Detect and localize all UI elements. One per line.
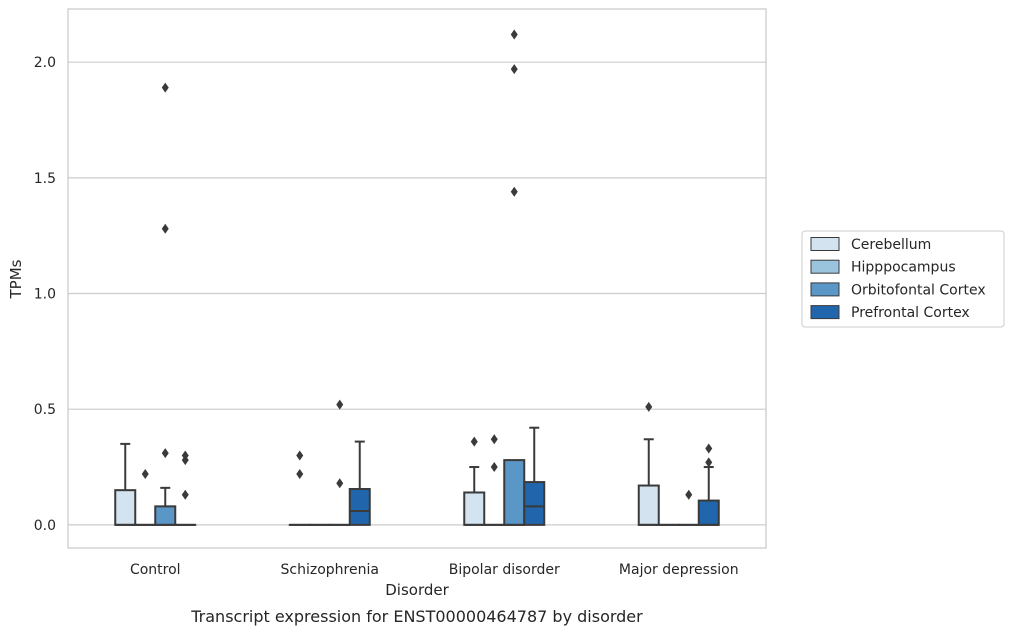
box-1-0 [288, 450, 311, 526]
legend-label: Prefrontal Cortex [851, 305, 970, 321]
outlier-point [161, 82, 169, 93]
box-0-3 [174, 450, 197, 526]
outlier-point [705, 457, 713, 468]
outlier-point [645, 401, 653, 412]
outlier-point [510, 29, 518, 40]
legend-frame [801, 230, 1005, 328]
box-0-1 [134, 468, 157, 526]
plot-frame [67, 8, 767, 549]
box-body [114, 489, 137, 526]
outlier-point [161, 448, 169, 459]
outlier-point [490, 462, 498, 473]
outlier-point [470, 436, 478, 447]
box-body [154, 505, 177, 526]
legend-swatch [810, 282, 840, 297]
box-body [463, 491, 486, 526]
box-0-2 [154, 82, 177, 526]
outlier-point [296, 450, 304, 461]
box-2-3 [523, 426, 546, 526]
legend-swatch [810, 237, 840, 251]
y-tick-label: 1.0 [34, 287, 56, 303]
box-body [637, 484, 660, 526]
outlier-point [510, 64, 518, 75]
y-tick-label: 0.5 [34, 402, 56, 418]
y-axis-label: TPMs [7, 259, 25, 299]
x-tick-label: Bipolar disorder [449, 562, 560, 578]
outlier-point [161, 223, 169, 234]
grid-lines [68, 61, 766, 526]
y-tick-label: 1.5 [34, 171, 56, 187]
outlier-point [141, 468, 149, 479]
legend-swatch [810, 305, 840, 320]
outlier-point [336, 399, 344, 410]
y-tick-label: 0.0 [34, 518, 56, 534]
x-tick-label: Schizophrenia [281, 562, 379, 578]
box-body [503, 459, 526, 526]
x-axis-label: Disorder [385, 581, 449, 599]
legend-label: Hipppocampus [851, 260, 956, 276]
box-2-0 [463, 436, 486, 526]
legend-swatch [810, 259, 840, 274]
outlier-point [490, 434, 498, 445]
legend-label: Cerebellum [851, 237, 931, 253]
box-3-3 [697, 443, 720, 526]
legend: Cerebellum Hipppocampus Orbitofontal Corte… [801, 230, 1005, 328]
box-body [697, 499, 720, 526]
x-tick-labels: Control Schizophrenia Bipolar disorder Majo… [130, 562, 739, 578]
outlier-point [296, 468, 304, 479]
outlier-point [181, 450, 189, 461]
outlier-point [685, 489, 693, 500]
boxes [114, 29, 720, 526]
box-2-2 [503, 29, 526, 526]
box-2-1 [483, 434, 506, 526]
x-tick-label: Major depression [619, 562, 739, 578]
outlier-point [181, 489, 189, 500]
box-1-2 [328, 399, 351, 526]
box-body [523, 481, 546, 526]
chart-caption: Transcript expression for ENST0000046478… [190, 607, 643, 626]
y-tick-label: 2.0 [34, 55, 56, 71]
outlier-point [510, 186, 518, 197]
box-1-3 [348, 440, 371, 526]
x-tick-label: Control [130, 562, 181, 578]
box-3-2 [677, 489, 700, 526]
outlier-point [336, 478, 344, 489]
box-body [348, 488, 371, 526]
y-tick-labels: 0.0 0.5 1.0 1.5 2.0 [34, 55, 56, 534]
box-0-0 [114, 442, 137, 526]
outlier-point [705, 443, 713, 454]
legend-label: Orbitofontal Cortex [851, 282, 986, 298]
box-3-0 [637, 401, 660, 526]
